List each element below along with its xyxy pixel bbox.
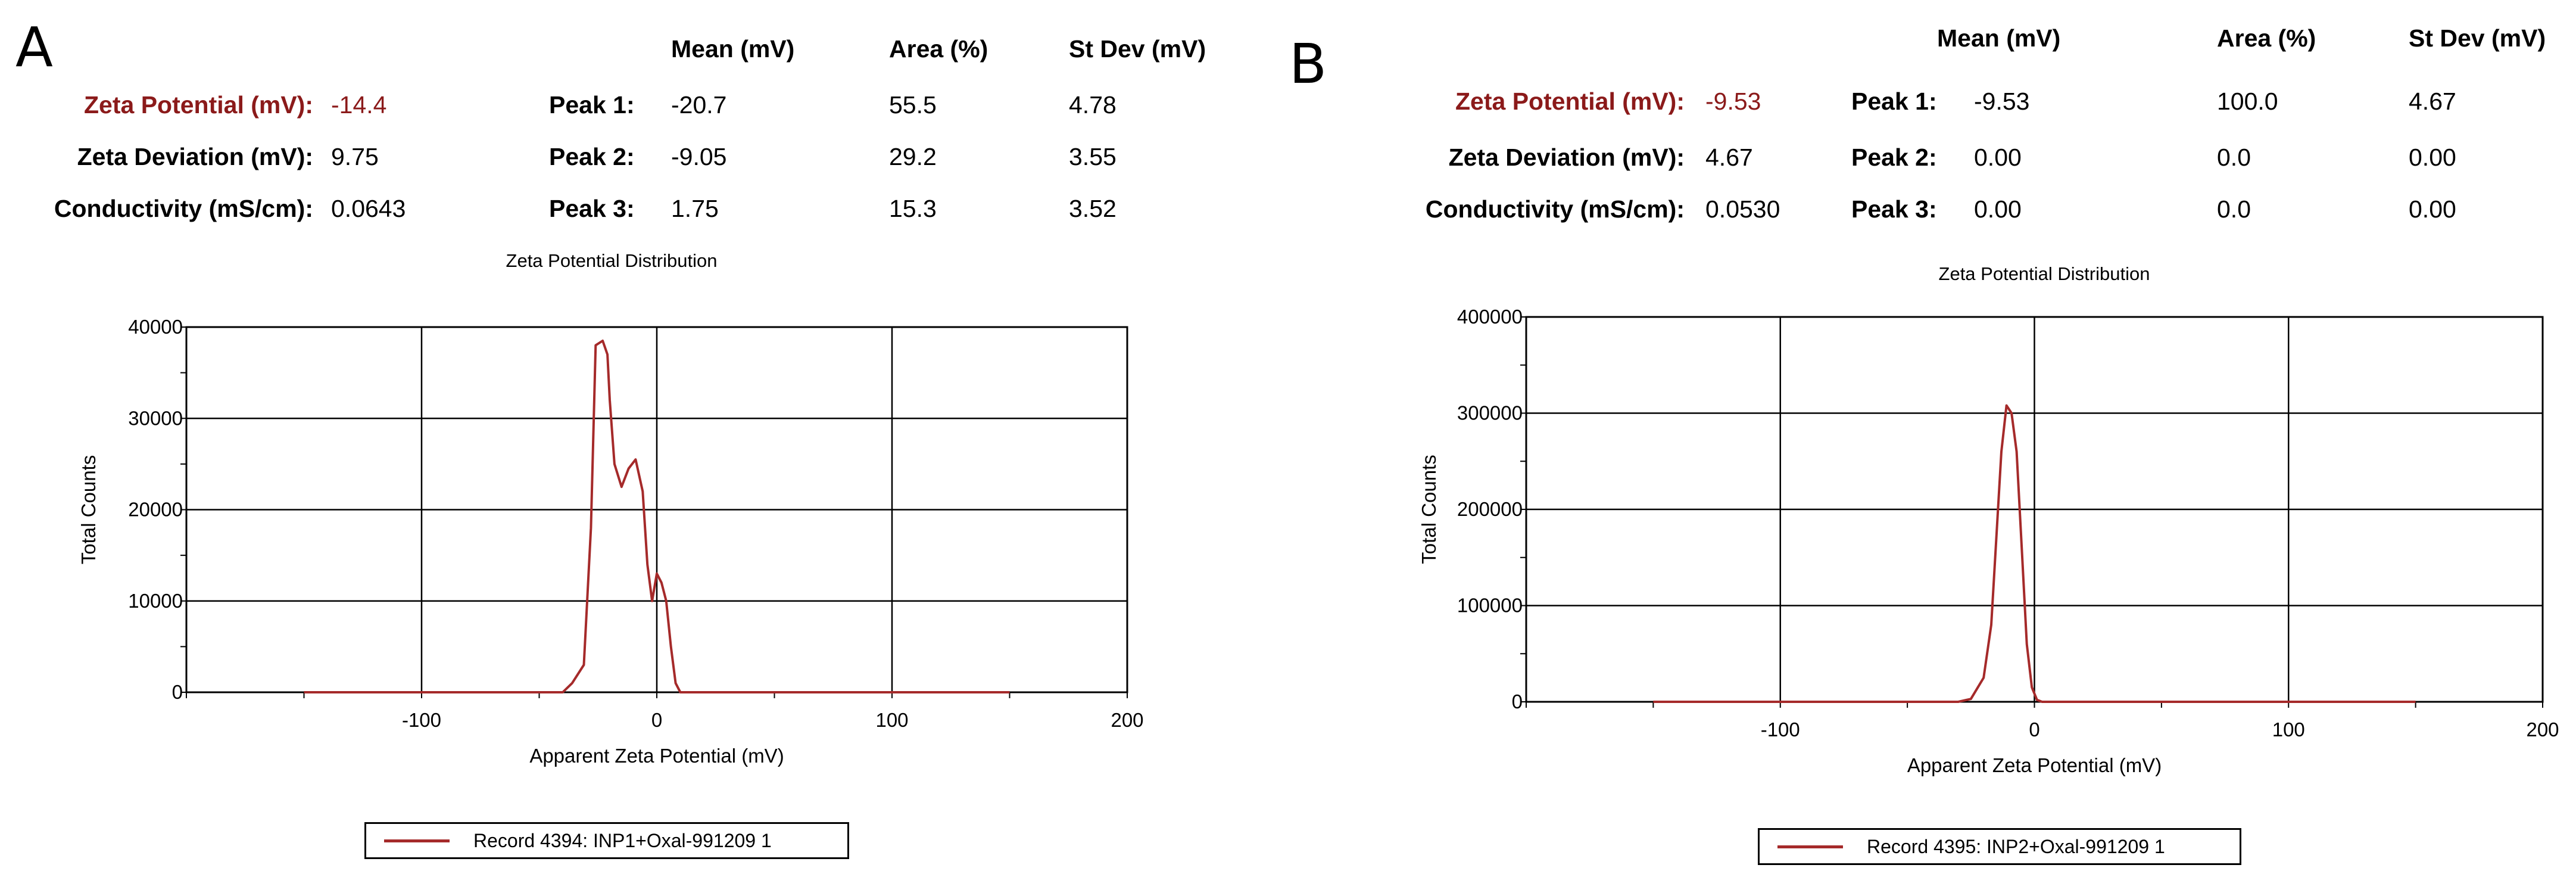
y-tick-label: 0 bbox=[1512, 690, 1523, 713]
peak-3-mean: 0.00 bbox=[1974, 195, 2022, 223]
x-tick-label: 0 bbox=[2029, 718, 2039, 741]
y-tick-label: 20000 bbox=[128, 499, 183, 521]
peak-2-stdev: 3.55 bbox=[1069, 143, 1117, 170]
y-tick-label: 200000 bbox=[1457, 498, 1523, 520]
mean-header: Mean (mV) bbox=[671, 35, 795, 63]
peak-2-area: 29.2 bbox=[889, 143, 937, 170]
peak-1-stdev: 4.67 bbox=[2409, 88, 2456, 115]
y-tick-label: 40000 bbox=[128, 316, 183, 338]
zeta-potential-label: Zeta Potential (mV): bbox=[1455, 88, 1685, 115]
conductivity-value: 0.0643 bbox=[331, 195, 406, 222]
x-tick-label: 200 bbox=[1111, 709, 1143, 731]
peak-3-stdev: 0.00 bbox=[2409, 195, 2456, 223]
x-axis-label: Apparent Zeta Potential (mV) bbox=[1907, 754, 2162, 776]
peak-3-area: 15.3 bbox=[889, 195, 937, 222]
peak-3-label: Peak 3: bbox=[549, 195, 635, 222]
chart-title: Zeta Potential Distribution bbox=[1939, 263, 2150, 284]
x-tick-label: 100 bbox=[875, 709, 908, 731]
peak-1-area: 55.5 bbox=[889, 91, 937, 119]
peak-2-label: Peak 2: bbox=[1851, 144, 1937, 171]
stdev-header: St Dev (mV) bbox=[2409, 24, 2546, 52]
conductivity-label: Conductivity (mS/cm): bbox=[54, 195, 313, 222]
zeta-potential-label: Zeta Potential (mV): bbox=[84, 91, 313, 119]
peak-2-mean: 0.00 bbox=[1974, 144, 2022, 171]
series-line bbox=[1653, 404, 2416, 703]
legend: Record 4395: INP2+Oxal-991209 1 bbox=[1758, 828, 2241, 865]
x-tick-label: 200 bbox=[2526, 718, 2559, 741]
y-axis-label: Total Counts bbox=[1418, 455, 1440, 564]
x-tick-label: -100 bbox=[1761, 718, 1800, 741]
peak-2-area: 0.0 bbox=[2217, 144, 2251, 171]
y-tick-label: 10000 bbox=[128, 590, 183, 612]
zeta-distribution-chart-b: Zeta Potential Distribution -100 0 100 200 0 1… bbox=[1418, 263, 2559, 776]
peak-1-area: 100.0 bbox=[2217, 88, 2278, 115]
y-tick-label: 30000 bbox=[128, 407, 183, 429]
panel-letter: B bbox=[1289, 32, 1327, 96]
peak-3-mean: 1.75 bbox=[671, 195, 719, 222]
peak-1-stdev: 4.78 bbox=[1069, 91, 1117, 119]
area-header: Area (%) bbox=[2217, 24, 2316, 52]
zeta-deviation-value: 4.67 bbox=[1705, 144, 1753, 171]
peak-2-label: Peak 2: bbox=[549, 143, 635, 170]
legend-label: Record 4394: INP1+Oxal-991209 1 bbox=[473, 830, 772, 851]
zeta-distribution-chart-a: Zeta Potential Distribution -100 0 100 200 0 1… bbox=[77, 250, 1144, 767]
y-tick-label: 400000 bbox=[1457, 306, 1523, 328]
peak-3-label: Peak 3: bbox=[1851, 195, 1937, 223]
area-header: Area (%) bbox=[889, 35, 988, 63]
stdev-header: St Dev (mV) bbox=[1069, 35, 1206, 63]
x-tick-label: 100 bbox=[2272, 718, 2305, 741]
chart-title: Zeta Potential Distribution bbox=[506, 250, 718, 271]
x-tick-label: 0 bbox=[651, 709, 662, 731]
y-tick-label: 100000 bbox=[1457, 595, 1523, 617]
panel-letter: A bbox=[15, 15, 53, 79]
zeta-potential-value: -14.4 bbox=[331, 91, 387, 119]
peak-3-area: 0.0 bbox=[2217, 195, 2251, 223]
y-tick-label: 0 bbox=[172, 681, 183, 703]
peak-1-mean: -20.7 bbox=[671, 91, 727, 119]
series-line bbox=[304, 340, 1010, 693]
conductivity-value: 0.0530 bbox=[1705, 195, 1780, 223]
zeta-deviation-label: Zeta Deviation (mV): bbox=[1448, 144, 1685, 171]
peak-3-stdev: 3.52 bbox=[1069, 195, 1117, 222]
zeta-deviation-value: 9.75 bbox=[331, 143, 379, 170]
legend-label: Record 4395: INP2+Oxal-991209 1 bbox=[1867, 836, 2165, 857]
zeta-deviation-label: Zeta Deviation (mV): bbox=[77, 143, 313, 170]
x-tick-label: -100 bbox=[402, 709, 441, 731]
peak-2-mean: -9.05 bbox=[671, 143, 727, 170]
peak-1-mean: -9.53 bbox=[1974, 88, 2030, 115]
legend: Record 4394: INP1+Oxal-991209 1 bbox=[364, 822, 849, 859]
mean-header: Mean (mV) bbox=[1937, 24, 2061, 52]
peak-2-stdev: 0.00 bbox=[2409, 144, 2456, 171]
legend-swatch bbox=[1777, 845, 1843, 848]
panel-a: A Mean (mV) Area (%) St Dev (mV) Zeta Po… bbox=[15, 15, 1206, 859]
y-tick-label: 300000 bbox=[1457, 402, 1523, 424]
zeta-potential-value: -9.53 bbox=[1705, 88, 1761, 115]
panel-b: B Mean (mV) Area (%) St Dev (mV) Zeta Po… bbox=[1288, 0, 2576, 871]
peak-1-label: Peak 1: bbox=[549, 91, 635, 119]
peak-1-label: Peak 1: bbox=[1851, 88, 1937, 115]
legend-swatch bbox=[384, 839, 450, 842]
x-axis-label: Apparent Zeta Potential (mV) bbox=[529, 745, 784, 767]
y-axis-label: Total Counts bbox=[77, 455, 99, 564]
conductivity-label: Conductivity (mS/cm): bbox=[1425, 195, 1685, 223]
